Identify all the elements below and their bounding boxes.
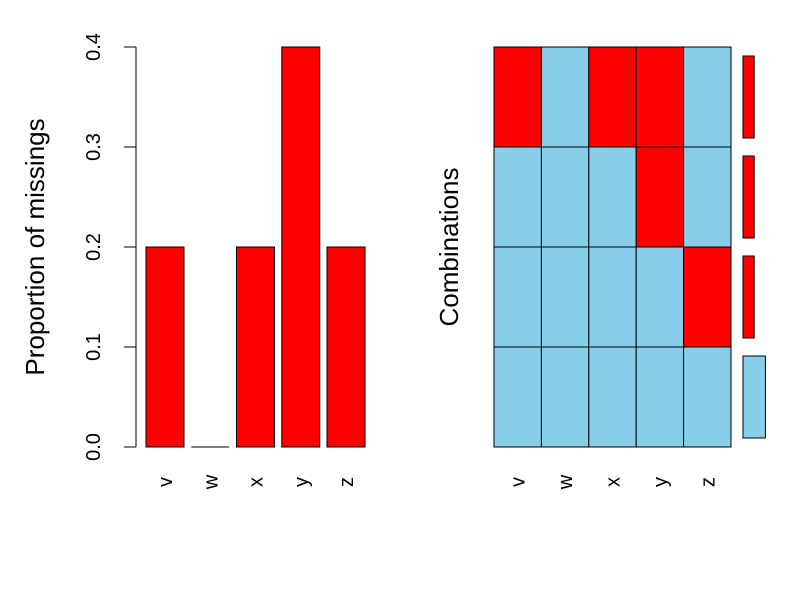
combination-cell-observed	[683, 46, 732, 148]
bar-y	[281, 46, 321, 448]
combinations-y-axis-label: Combinations	[434, 168, 464, 327]
bar-x-label-w: w	[200, 474, 222, 490]
combination-frequency-bar	[742, 355, 766, 439]
combination-cell-observed	[540, 46, 590, 148]
bar-x-label-v: v	[155, 477, 177, 487]
bar-x-label-y: y	[291, 477, 313, 487]
combination-cell-observed	[588, 246, 637, 348]
bar-x-label-z: z	[336, 477, 358, 487]
combinations-x-tick-labels: v w x y z	[508, 474, 720, 490]
bar-z	[326, 246, 366, 448]
proportion-bar-chart: 0.0 0.1 0.2 0.3 0.4 v w x y z Proportion of miss…	[20, 33, 366, 490]
combination-cell-observed	[493, 346, 542, 448]
combination-frequency-bar	[742, 255, 755, 339]
combination-cell-observed	[683, 346, 732, 448]
bar-chart-bars	[145, 46, 366, 448]
combination-x-label-z: z	[697, 477, 719, 487]
bar-x	[236, 246, 275, 448]
combination-cell-observed	[635, 346, 685, 448]
bar-y-tick-label: 0.0	[83, 433, 105, 461]
combination-x-label-w: w	[555, 474, 577, 490]
combination-cell-observed	[540, 246, 590, 348]
combination-x-label-y: y	[650, 477, 672, 487]
combination-cell-observed	[588, 146, 637, 248]
combination-cell-missing	[588, 46, 637, 148]
bar-chart-y-axis: 0.0 0.1 0.2 0.3 0.4	[83, 33, 137, 461]
bar-chart-x-tick-labels: v w x y z	[155, 474, 358, 490]
combination-cell-observed	[540, 146, 590, 248]
bar-x-label-x: x	[246, 477, 268, 487]
combination-cell-observed	[540, 346, 590, 448]
combination-x-label-x: x	[603, 477, 625, 487]
combinations-frequency-bars	[742, 55, 766, 439]
bar-y-tick-label: 0.4	[83, 33, 105, 61]
combination-x-label-v: v	[508, 477, 530, 487]
combination-frequency-bar	[742, 55, 755, 139]
combination-cell-missing	[493, 46, 542, 148]
combination-cell-observed	[635, 246, 685, 348]
bar-y-tick-label: 0.3	[83, 133, 105, 161]
bar-v	[145, 246, 185, 448]
combination-cell-observed	[493, 246, 542, 348]
combinations-grid	[493, 46, 732, 448]
bar-y-tick-label: 0.2	[83, 233, 105, 261]
combination-cell-missing	[635, 146, 685, 248]
combination-cell-missing	[683, 246, 732, 348]
combination-cell-observed	[493, 146, 542, 248]
combination-cell-observed	[683, 146, 732, 248]
combination-cell-missing	[635, 46, 685, 148]
combination-frequency-bar	[742, 155, 755, 239]
combination-cell-observed	[588, 346, 637, 448]
bar-chart-y-axis-label: Proportion of missings	[20, 118, 50, 375]
bar-y-tick-label: 0.1	[83, 333, 105, 361]
combinations-plot: v w x y z Combinations	[434, 46, 766, 490]
